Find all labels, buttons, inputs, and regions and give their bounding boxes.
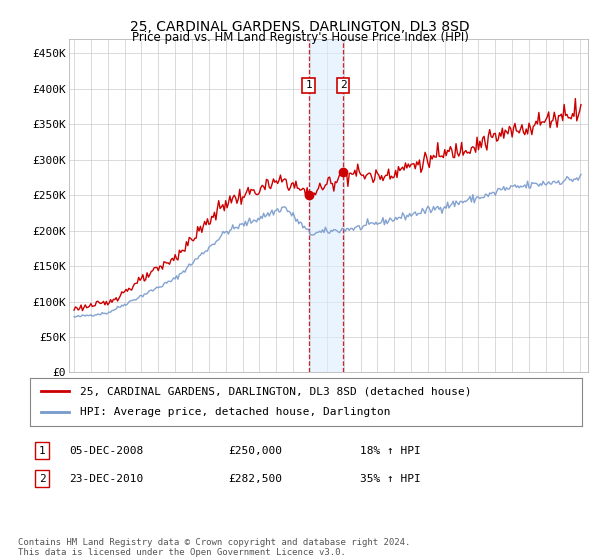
- Text: HPI: Average price, detached house, Darlington: HPI: Average price, detached house, Darl…: [80, 407, 390, 417]
- Text: £250,000: £250,000: [228, 446, 282, 456]
- Text: 1: 1: [305, 80, 312, 90]
- Text: 35% ↑ HPI: 35% ↑ HPI: [360, 474, 421, 484]
- Text: £282,500: £282,500: [228, 474, 282, 484]
- Text: 05-DEC-2008: 05-DEC-2008: [69, 446, 143, 456]
- Text: 25, CARDINAL GARDENS, DARLINGTON, DL3 8SD: 25, CARDINAL GARDENS, DARLINGTON, DL3 8S…: [130, 20, 470, 34]
- Text: Price paid vs. HM Land Registry's House Price Index (HPI): Price paid vs. HM Land Registry's House …: [131, 31, 469, 44]
- Text: 2: 2: [38, 474, 46, 484]
- Text: 2: 2: [340, 80, 347, 90]
- Text: 25, CARDINAL GARDENS, DARLINGTON, DL3 8SD (detached house): 25, CARDINAL GARDENS, DARLINGTON, DL3 8S…: [80, 386, 471, 396]
- Bar: [308, 39, 343, 372]
- Text: 18% ↑ HPI: 18% ↑ HPI: [360, 446, 421, 456]
- Text: 23-DEC-2010: 23-DEC-2010: [69, 474, 143, 484]
- Text: 1: 1: [38, 446, 46, 456]
- Text: Contains HM Land Registry data © Crown copyright and database right 2024.
This d: Contains HM Land Registry data © Crown c…: [18, 538, 410, 557]
